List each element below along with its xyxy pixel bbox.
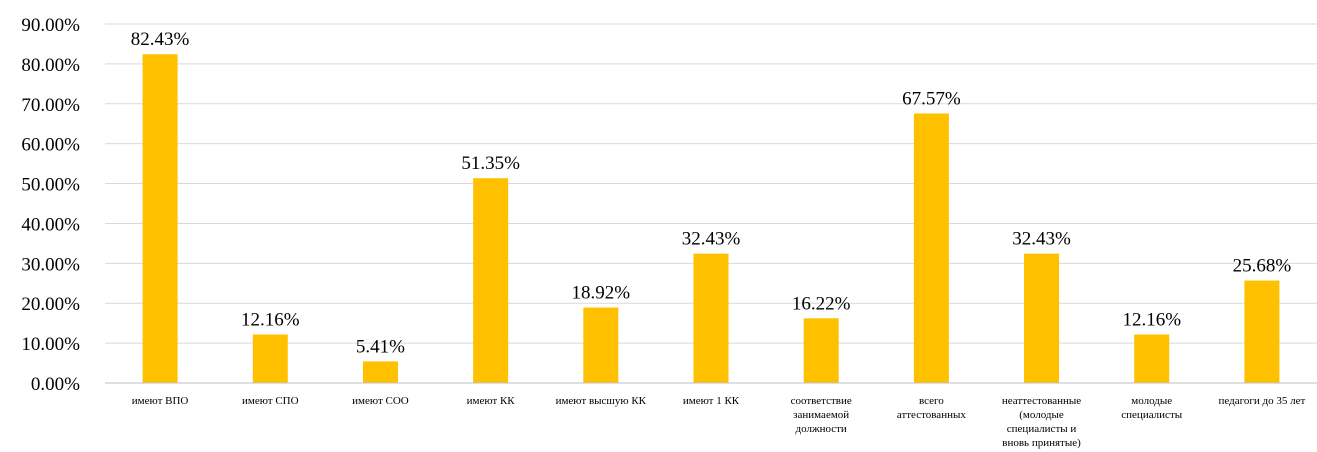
data-label: 51.35% [461,153,520,174]
x-category-label: всего аттестованных [897,395,967,421]
data-label: 82.43% [131,29,190,50]
x-category-label-line: имеют КК [467,395,516,407]
bar [1024,253,1060,383]
x-category-label-line: имеют ВПО [132,395,189,407]
x-category-label: педагоги до 35 лет [1219,395,1306,407]
x-category-label-line: молодые [1131,395,1172,407]
x-category-label: имеют СОО [352,395,409,407]
x-category-label-line: специалисты [1121,409,1182,421]
x-category-label: имеют СПО [242,395,299,407]
y-tick-label: 10.00% [21,334,80,355]
y-axis-tick-labels: 0.00% 10.00% 20.00% 30.00% 40.00% 50.00% 60.00… [21,15,80,395]
data-labels: 82.43% 12.16% 5.41% 51.35% 18.92% 32.43% 16.22… [131,29,1292,357]
x-category-label-line: должности [796,423,847,435]
bar [693,253,729,383]
x-category-label-line: занимаемой [793,409,849,421]
data-label: 67.57% [902,88,961,109]
data-label: 16.22% [792,293,851,314]
data-label: 12.16% [1122,309,1181,330]
gridlines [105,23,1317,344]
x-category-label-line: (молодые [1019,409,1064,421]
y-tick-label: 60.00% [21,135,80,156]
x-category-label-line: всего [919,395,944,407]
y-tick-label: 90.00% [21,15,80,36]
data-label: 5.41% [356,336,405,357]
x-category-label-line: аттестованных [897,409,967,421]
y-tick-label: 40.00% [21,214,80,235]
bar [252,334,288,383]
bar [473,178,509,383]
x-category-label-line: педагоги до 35 лет [1219,395,1306,407]
x-category-label-line: специалисты и [1007,423,1077,435]
y-tick-label: 80.00% [21,55,80,76]
x-category-label-line: вновь принятые) [1002,437,1081,449]
y-tick-label: 50.00% [21,175,80,196]
bar [913,113,949,384]
data-label: 25.68% [1233,256,1292,277]
bar [142,54,178,383]
x-category-label: имеют КК [467,395,516,407]
bar [1134,334,1170,383]
bar [803,318,839,383]
data-label: 32.43% [1012,229,1071,250]
x-category-label-line: имеют высшую КК [556,395,647,407]
x-category-label: соответствие занимаемой должности [791,395,852,435]
y-tick-label: 0.00% [31,374,80,395]
bar [362,361,398,383]
y-tick-label: 70.00% [21,95,80,116]
y-tick-label: 30.00% [21,254,80,275]
x-category-label-line: имеют СОО [352,395,409,407]
x-category-label-line: имеют 1 КК [683,395,740,407]
x-category-label: неаттестованные (молодые специалисты и внов… [1002,395,1081,449]
data-label: 12.16% [241,309,300,330]
x-category-label: имеют 1 КК [683,395,740,407]
x-category-label: молодые специалисты [1121,395,1182,421]
x-category-label: имеют ВПО [132,395,189,407]
bar [583,307,619,383]
x-axis-category-labels: имеют ВПО имеют СПО имеют СОО имеют КК имеют… [132,395,1306,449]
x-category-label-line: соответствие [791,395,852,407]
bar [1244,280,1280,383]
y-tick-label: 20.00% [21,294,80,315]
data-label: 18.92% [572,283,631,304]
bars [142,54,1280,384]
data-label: 32.43% [682,229,741,250]
x-category-label: имеют высшую КК [556,395,647,407]
x-category-label-line: неаттестованные [1002,395,1081,407]
x-category-label-line: имеют СПО [242,395,299,407]
